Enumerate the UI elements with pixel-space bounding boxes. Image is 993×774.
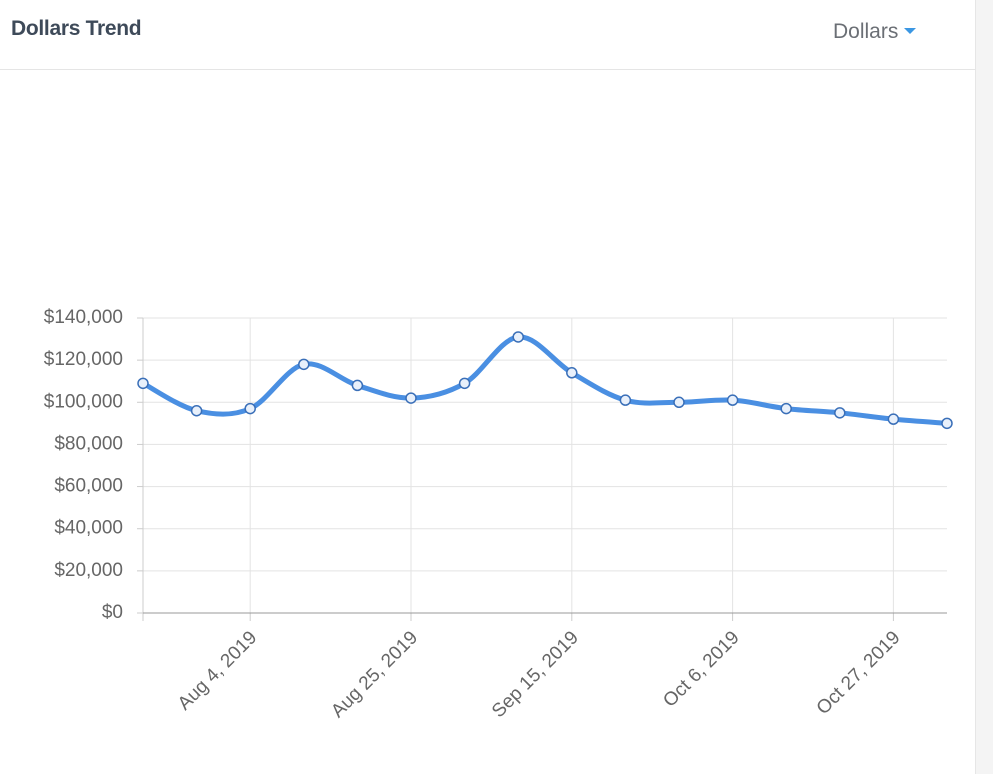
- x-tick-label: Aug 25, 2019: [327, 627, 422, 722]
- data-point: [619, 394, 632, 406]
- data-point: [137, 377, 149, 390]
- data-point: [190, 404, 203, 417]
- data-point: [780, 402, 792, 415]
- dropdown-label[interactable]: Dollars: [833, 20, 899, 43]
- y-tick-label: $60,000: [54, 476, 123, 497]
- dropdown-caret[interactable]: [904, 27, 917, 34]
- data-point: [887, 413, 900, 425]
- metric-dropdown[interactable]: Dollars: [833, 20, 917, 44]
- data-point: [566, 367, 578, 379]
- x-tick-label: Sep 15, 2019: [488, 627, 583, 722]
- data-point: [405, 392, 417, 404]
- x-tick-label: Oct 6, 2019: [659, 627, 743, 711]
- y-tick-label: $40,000: [54, 518, 123, 539]
- card-header: Dollars Trend Dollars: [0, 0, 975, 70]
- data-point: [458, 377, 471, 390]
- data-point: [244, 402, 256, 415]
- data-point: [298, 358, 310, 371]
- data-point: [941, 417, 953, 430]
- y-tick-label: $120,000: [44, 349, 123, 370]
- chart: $0 $20,000 $40,000 $60,000 $80,000 $100,000 $1…: [44, 307, 953, 722]
- x-tick-label: Aug 4, 2019: [174, 627, 261, 714]
- data-point: [351, 379, 364, 392]
- side-panel: [975, 0, 993, 774]
- data-point: [834, 407, 846, 419]
- data-point: [673, 396, 685, 409]
- card-title: Dollars Trend: [11, 17, 142, 40]
- x-tick-label: Oct 27, 2019: [813, 627, 905, 719]
- data-point: [512, 331, 524, 343]
- series-line: [140, 334, 950, 426]
- y-tick-label: $100,000: [44, 391, 123, 412]
- y-tick-label: $140,000: [44, 307, 123, 328]
- y-tick-label: $80,000: [54, 433, 123, 454]
- y-tick-label: $20,000: [54, 560, 123, 581]
- y-tick-label: $0: [102, 602, 123, 623]
- data-point: [726, 394, 739, 406]
